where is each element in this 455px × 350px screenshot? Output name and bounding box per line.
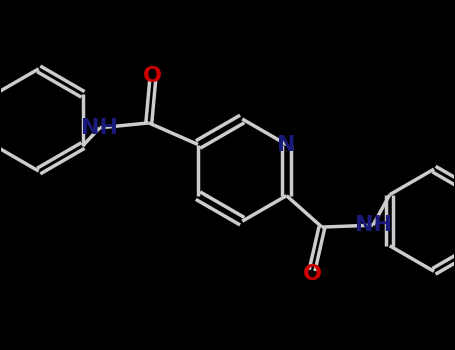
Text: NH: NH: [81, 118, 118, 138]
Text: N: N: [277, 134, 296, 154]
Text: NH: NH: [354, 215, 392, 235]
Text: O: O: [303, 264, 322, 284]
Text: O: O: [143, 66, 162, 86]
